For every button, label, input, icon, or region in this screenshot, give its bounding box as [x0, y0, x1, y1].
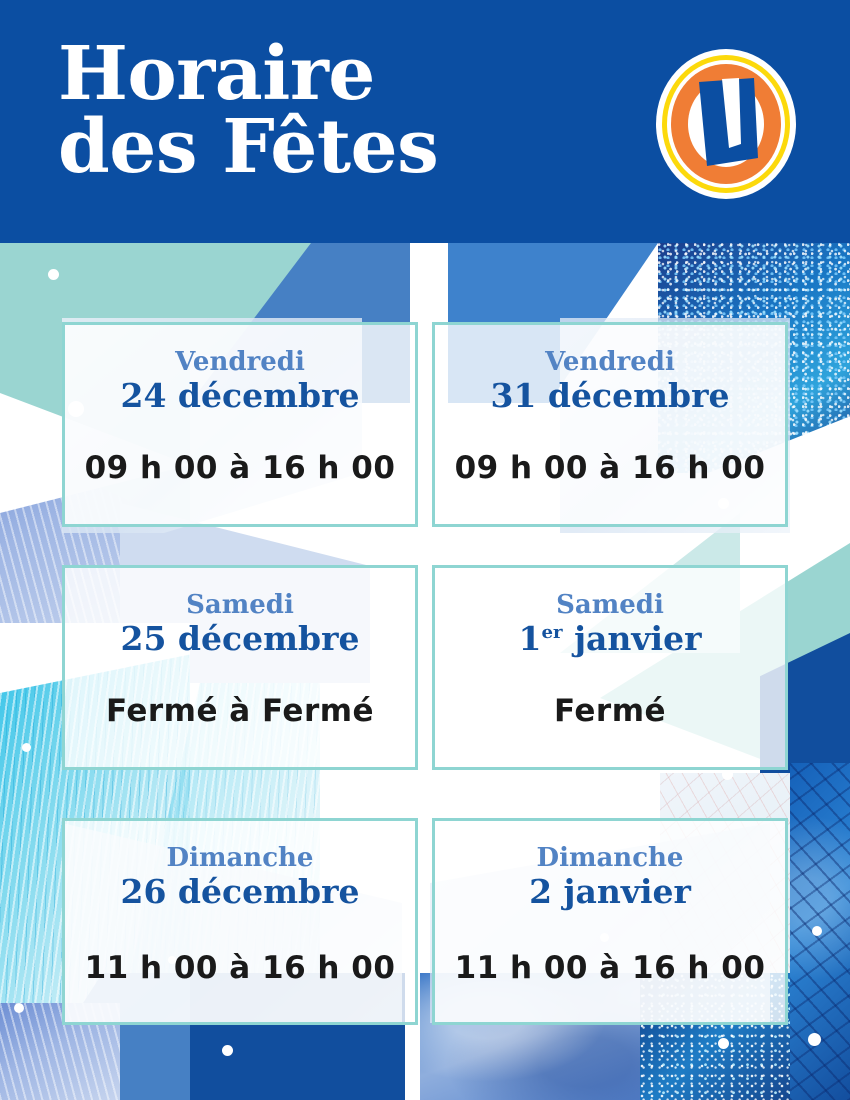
card-day-label: Samedi: [186, 590, 294, 620]
decor-dot: [808, 1033, 821, 1046]
schedule-card[interactable]: Samedi 1er janvier Fermé: [432, 565, 788, 770]
card-hours-value: Fermé à Fermé: [105, 692, 375, 729]
card-day-label: Dimanche: [536, 843, 684, 873]
card-day-label: Vendredi: [545, 347, 675, 377]
decor-dot: [14, 1003, 24, 1013]
card-day-label: Vendredi: [175, 347, 305, 377]
card-hours-value: 09 h 00 à 16 h 00: [454, 449, 766, 486]
page-title: Horaire des Fêtes: [58, 31, 439, 190]
card-hours-value: 11 h 00 à 16 h 00: [84, 949, 396, 986]
card-day-label: Dimanche: [166, 843, 314, 873]
decor-dot: [222, 1045, 233, 1056]
card-day-label: Samedi: [556, 590, 664, 620]
decor-dot: [48, 467, 56, 475]
schedule-card[interactable]: Dimanche 26 décembre 11 h 00 à 16 h 00: [62, 818, 418, 1025]
schedule-card[interactable]: Vendredi 31 décembre 09 h 00 à 16 h 00: [432, 322, 788, 527]
page-title-line-1: Horaire: [58, 31, 375, 117]
decor-dot: [22, 743, 31, 752]
card-date-label: 24 décembre: [120, 376, 360, 416]
decor-dot: [48, 269, 59, 280]
decor-dot: [22, 633, 32, 643]
page-title-line-2: des Fêtes: [58, 103, 439, 190]
card-date-ordinal: er: [541, 622, 563, 644]
u-logo: [656, 49, 796, 199]
decor-dot: [318, 526, 330, 538]
card-date-prefix: 1: [518, 619, 542, 659]
card-hours-value: Fermé: [553, 692, 667, 729]
card-hours-value: 09 h 00 à 16 h 00: [84, 449, 396, 486]
decor-dot: [718, 1038, 729, 1049]
card-date-rest: janvier: [562, 619, 702, 659]
card-date-label: 26 décembre: [120, 872, 360, 912]
u-logo-letter: [699, 78, 758, 166]
schedule-card[interactable]: Vendredi 24 décembre 09 h 00 à 16 h 00: [62, 322, 418, 527]
card-date-label: 1er janvier: [435, 621, 785, 657]
schedule-card[interactable]: Dimanche 2 janvier 11 h 00 à 16 h 00: [432, 818, 788, 1025]
card-hours-value: 11 h 00 à 16 h 00: [454, 949, 766, 986]
card-date-label: 25 décembre: [120, 619, 360, 659]
schedule-card[interactable]: Samedi 25 décembre Fermé à Fermé: [62, 565, 418, 770]
header-banner: Horaire des Fêtes: [0, 0, 850, 243]
decor-dot: [812, 926, 822, 936]
card-date-label: 2 janvier: [529, 872, 691, 912]
card-date-label: 31 décembre: [490, 376, 730, 416]
decor-dot: [722, 769, 733, 780]
